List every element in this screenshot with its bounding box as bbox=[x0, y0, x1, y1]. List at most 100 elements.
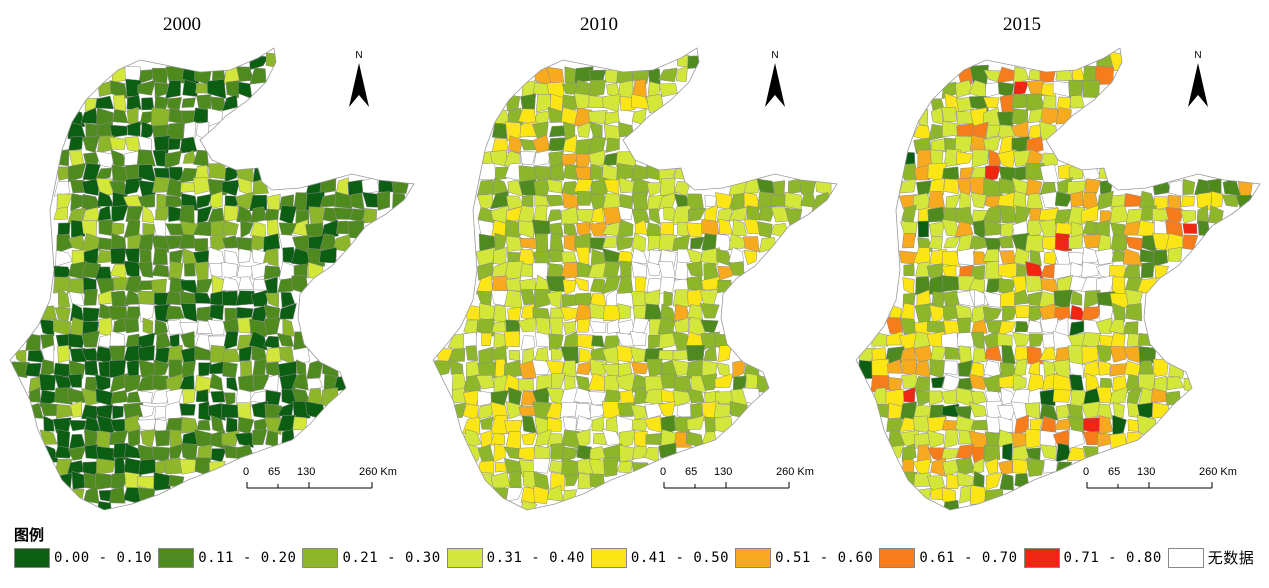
county-region bbox=[618, 429, 636, 449]
county-region bbox=[1054, 306, 1071, 321]
county-region bbox=[997, 405, 1017, 421]
county-region bbox=[957, 247, 975, 266]
county-region bbox=[111, 222, 125, 237]
legend-swatch bbox=[1167, 547, 1204, 568]
county-region bbox=[998, 320, 1017, 337]
county-region bbox=[658, 442, 677, 461]
county-region bbox=[941, 166, 960, 181]
county-region bbox=[674, 261, 688, 282]
county-region bbox=[649, 208, 661, 225]
county-region bbox=[194, 292, 213, 304]
county-region bbox=[265, 389, 282, 406]
county-region bbox=[616, 461, 634, 474]
county-region bbox=[1038, 219, 1056, 239]
county-region bbox=[1111, 302, 1126, 323]
county-region bbox=[971, 149, 990, 168]
county-region bbox=[518, 220, 535, 239]
county-region bbox=[192, 221, 212, 237]
county-region bbox=[223, 205, 239, 222]
county-region bbox=[1026, 178, 1043, 196]
county-region bbox=[154, 430, 171, 447]
north-arrow-icon bbox=[349, 63, 369, 107]
county-region bbox=[1025, 93, 1046, 111]
county-region bbox=[1221, 194, 1242, 208]
county-region bbox=[982, 248, 1000, 263]
county-region bbox=[124, 414, 141, 435]
county-region bbox=[617, 402, 636, 417]
county-region bbox=[279, 205, 298, 225]
county-region bbox=[463, 303, 482, 321]
county-region bbox=[237, 416, 255, 435]
county-region bbox=[109, 124, 128, 138]
county-region bbox=[39, 402, 59, 417]
county-region bbox=[927, 416, 947, 434]
legend-label: 0.71 - 0.80 bbox=[1063, 549, 1162, 566]
county-region bbox=[56, 193, 73, 210]
panel-title: 2015 bbox=[1003, 14, 1041, 35]
county-region bbox=[1026, 319, 1043, 333]
county-region bbox=[110, 290, 129, 308]
county-region bbox=[68, 291, 85, 306]
county-region bbox=[888, 444, 905, 461]
county-region bbox=[675, 65, 688, 82]
county-region bbox=[631, 208, 651, 225]
county-region bbox=[249, 67, 267, 85]
county-region bbox=[481, 332, 493, 346]
county-region bbox=[151, 263, 170, 278]
county-region bbox=[196, 420, 211, 431]
county-region bbox=[95, 472, 114, 491]
county-region bbox=[493, 332, 509, 350]
county-region bbox=[209, 372, 224, 392]
county-region bbox=[109, 180, 129, 196]
choropleth-map bbox=[9, 47, 415, 511]
county-region bbox=[983, 219, 1002, 236]
county-region bbox=[970, 391, 988, 405]
county-region bbox=[1012, 331, 1032, 347]
county-region bbox=[198, 401, 211, 421]
county-region bbox=[1097, 190, 1114, 211]
county-region bbox=[658, 191, 678, 210]
county-region bbox=[1112, 414, 1127, 436]
county-region bbox=[451, 387, 466, 404]
county-region bbox=[1167, 376, 1185, 391]
county-region bbox=[1168, 179, 1184, 197]
county-region bbox=[546, 276, 566, 292]
county-region bbox=[493, 443, 506, 463]
county-region bbox=[152, 219, 166, 237]
county-region bbox=[179, 403, 196, 416]
county-region bbox=[648, 249, 662, 265]
county-region bbox=[126, 95, 142, 110]
county-region bbox=[1070, 191, 1084, 208]
county-region bbox=[756, 374, 773, 394]
county-region bbox=[1026, 457, 1045, 477]
county-region bbox=[39, 319, 55, 337]
county-region bbox=[193, 429, 213, 448]
county-region bbox=[1167, 247, 1183, 262]
legend-item: 0.71 - 0.80 bbox=[1023, 547, 1162, 568]
county-region bbox=[167, 137, 181, 151]
county-region bbox=[263, 248, 279, 267]
county-region bbox=[575, 292, 592, 307]
north-arrow-label: N bbox=[355, 50, 363, 61]
county-region bbox=[574, 403, 592, 419]
county-region bbox=[520, 151, 537, 165]
county-region bbox=[465, 345, 478, 361]
county-region bbox=[476, 290, 493, 307]
county-region bbox=[913, 124, 931, 142]
county-region bbox=[617, 205, 634, 221]
county-region bbox=[291, 275, 310, 295]
county-region bbox=[1054, 191, 1074, 207]
county-region bbox=[1012, 81, 1029, 97]
county-region bbox=[1094, 248, 1115, 266]
county-region bbox=[265, 292, 280, 308]
county-region bbox=[1080, 306, 1102, 324]
county-region bbox=[982, 306, 1003, 323]
county-region bbox=[587, 373, 605, 392]
county-region bbox=[1012, 275, 1026, 296]
county-region bbox=[577, 121, 592, 138]
county-region bbox=[490, 487, 509, 504]
scale-bar: 0 65 130 260 Km bbox=[1080, 466, 1237, 496]
county-region bbox=[671, 205, 692, 225]
county-region bbox=[546, 179, 563, 194]
county-region bbox=[57, 289, 71, 309]
